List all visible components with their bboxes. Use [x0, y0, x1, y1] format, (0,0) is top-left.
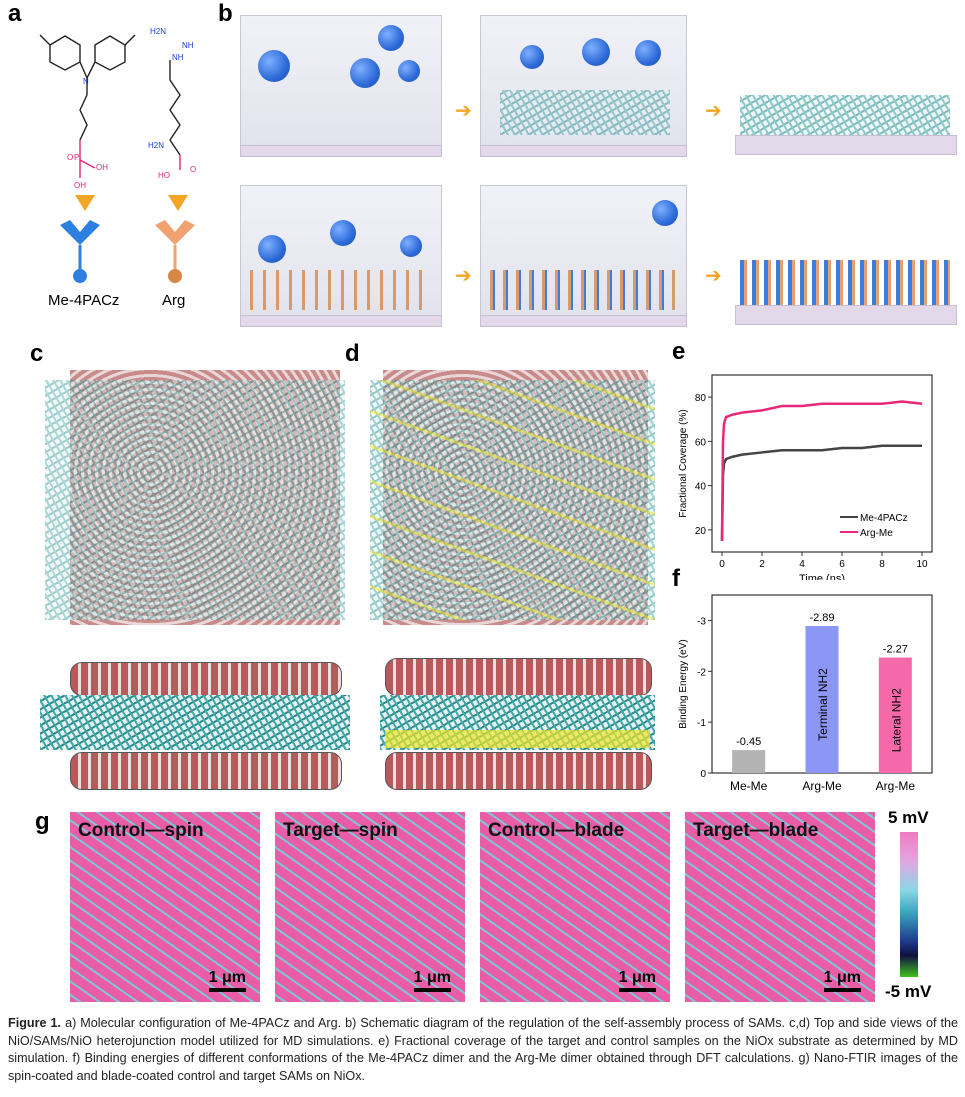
svg-text:NH: NH — [182, 41, 194, 50]
afm-image-target-blade: Target—blade 1 μm — [685, 812, 875, 1002]
svg-text:P: P — [74, 153, 79, 162]
y-tick-label: 0 — [700, 769, 706, 780]
bar-inner-label: Terminal NH2 — [816, 668, 830, 741]
plot-frame — [711, 374, 933, 553]
panel-label-g: g — [35, 808, 50, 835]
y-tick-label: -3 — [697, 616, 706, 627]
panel-label-a: a — [8, 0, 22, 27]
x-tick-label: 2 — [759, 559, 765, 570]
x-category-label: Arg-Me — [802, 779, 842, 793]
afm-image-control-blade: Control—blade 1 μm — [480, 812, 670, 1002]
bar-inner-label: Lateral NH2 — [889, 688, 903, 752]
y-tick-label: 80 — [695, 393, 707, 404]
svg-text:HO: HO — [158, 171, 170, 180]
arrow-right-icon: ➔ — [705, 100, 722, 122]
bar-value-label: -0.45 — [736, 736, 761, 748]
md-top-view-control — [70, 370, 340, 625]
nio-slab-bottom — [385, 752, 652, 790]
molecule-icons — [60, 220, 195, 283]
bar — [878, 657, 912, 773]
svg-text:OH: OH — [96, 163, 108, 172]
chart-binding-energy: 0 -1 -2 -3 Binding Energy (eV) -0.45 Me-Me -2.8… — [678, 594, 933, 793]
svg-text:N: N — [83, 77, 89, 86]
y-axis-label: Fractional Coverage (%) — [678, 409, 689, 517]
series-line-Me-4PACz — [720, 444, 922, 541]
label-arg: Arg — [162, 292, 186, 309]
bar — [805, 626, 839, 773]
x-tick-label: 10 — [916, 559, 928, 570]
svg-text:H2N: H2N — [150, 27, 166, 36]
arrow-right-icon: ➔ — [705, 265, 722, 287]
series-line-Arg-Me — [720, 400, 923, 541]
svg-text:O: O — [67, 153, 73, 162]
label-me-4pacz: Me-4PACz — [48, 292, 120, 309]
x-tick-label: 6 — [839, 559, 845, 570]
bar-value-label: -2.27 — [883, 644, 908, 656]
arrow-down-icon — [168, 195, 188, 211]
nio-slab-bottom — [70, 752, 342, 790]
y-tick-label: 20 — [695, 526, 707, 537]
colorbar-min: -5 mV — [885, 982, 932, 1001]
colorbar — [900, 832, 918, 977]
y-axis-label: Binding Energy (eV) — [678, 639, 689, 729]
legend-label: Arg-Me — [860, 528, 893, 539]
chart-coverage: 0 2 4 6 8 10 20 40 60 80 Time (ns) Fractional Cover… — [678, 374, 933, 580]
x-category-label: Me-Me — [730, 779, 768, 793]
arrow-down-icon — [75, 195, 95, 211]
panel-label-e: e — [672, 338, 686, 365]
panel-label-b: b — [218, 0, 233, 27]
colorbar-max: 5 mV — [888, 808, 929, 827]
panel-label-f: f — [672, 565, 680, 592]
figure-caption: Figure 1. a) Molecular configuration of … — [8, 1016, 959, 1083]
y-tick-label: -2 — [697, 667, 706, 678]
svg-text:O: O — [190, 165, 196, 174]
arrow-right-icon: ➔ — [455, 100, 472, 122]
bar — [732, 750, 766, 773]
nio-slab-top — [70, 662, 342, 696]
afm-image-control-spin: Control—spin 1 μm — [70, 812, 260, 1002]
y-tick-label: 40 — [695, 482, 707, 493]
arrow-right-icon: ➔ — [455, 265, 472, 287]
y-tick-label: -1 — [697, 718, 706, 729]
x-tick-label: 4 — [799, 559, 805, 570]
svg-text:NH: NH — [172, 53, 184, 62]
x-axis-label: Time (ns) — [799, 573, 845, 580]
panel-label-d: d — [345, 340, 360, 367]
sams-layer — [40, 695, 350, 750]
y-tick-label: 60 — [695, 437, 707, 448]
nio-slab-top — [385, 658, 652, 696]
panel-label-c: c — [30, 340, 44, 367]
bar-value-label: -2.89 — [809, 612, 834, 624]
x-category-label: Arg-Me — [876, 779, 916, 793]
legend-label: Me-4PACz — [860, 513, 908, 524]
x-tick-label: 8 — [879, 559, 885, 570]
svg-text:OH: OH — [74, 181, 86, 190]
afm-image-target-spin: Target—spin 1 μm — [275, 812, 465, 1002]
svg-text:H2N: H2N — [148, 141, 164, 150]
x-tick-label: 0 — [719, 559, 725, 570]
